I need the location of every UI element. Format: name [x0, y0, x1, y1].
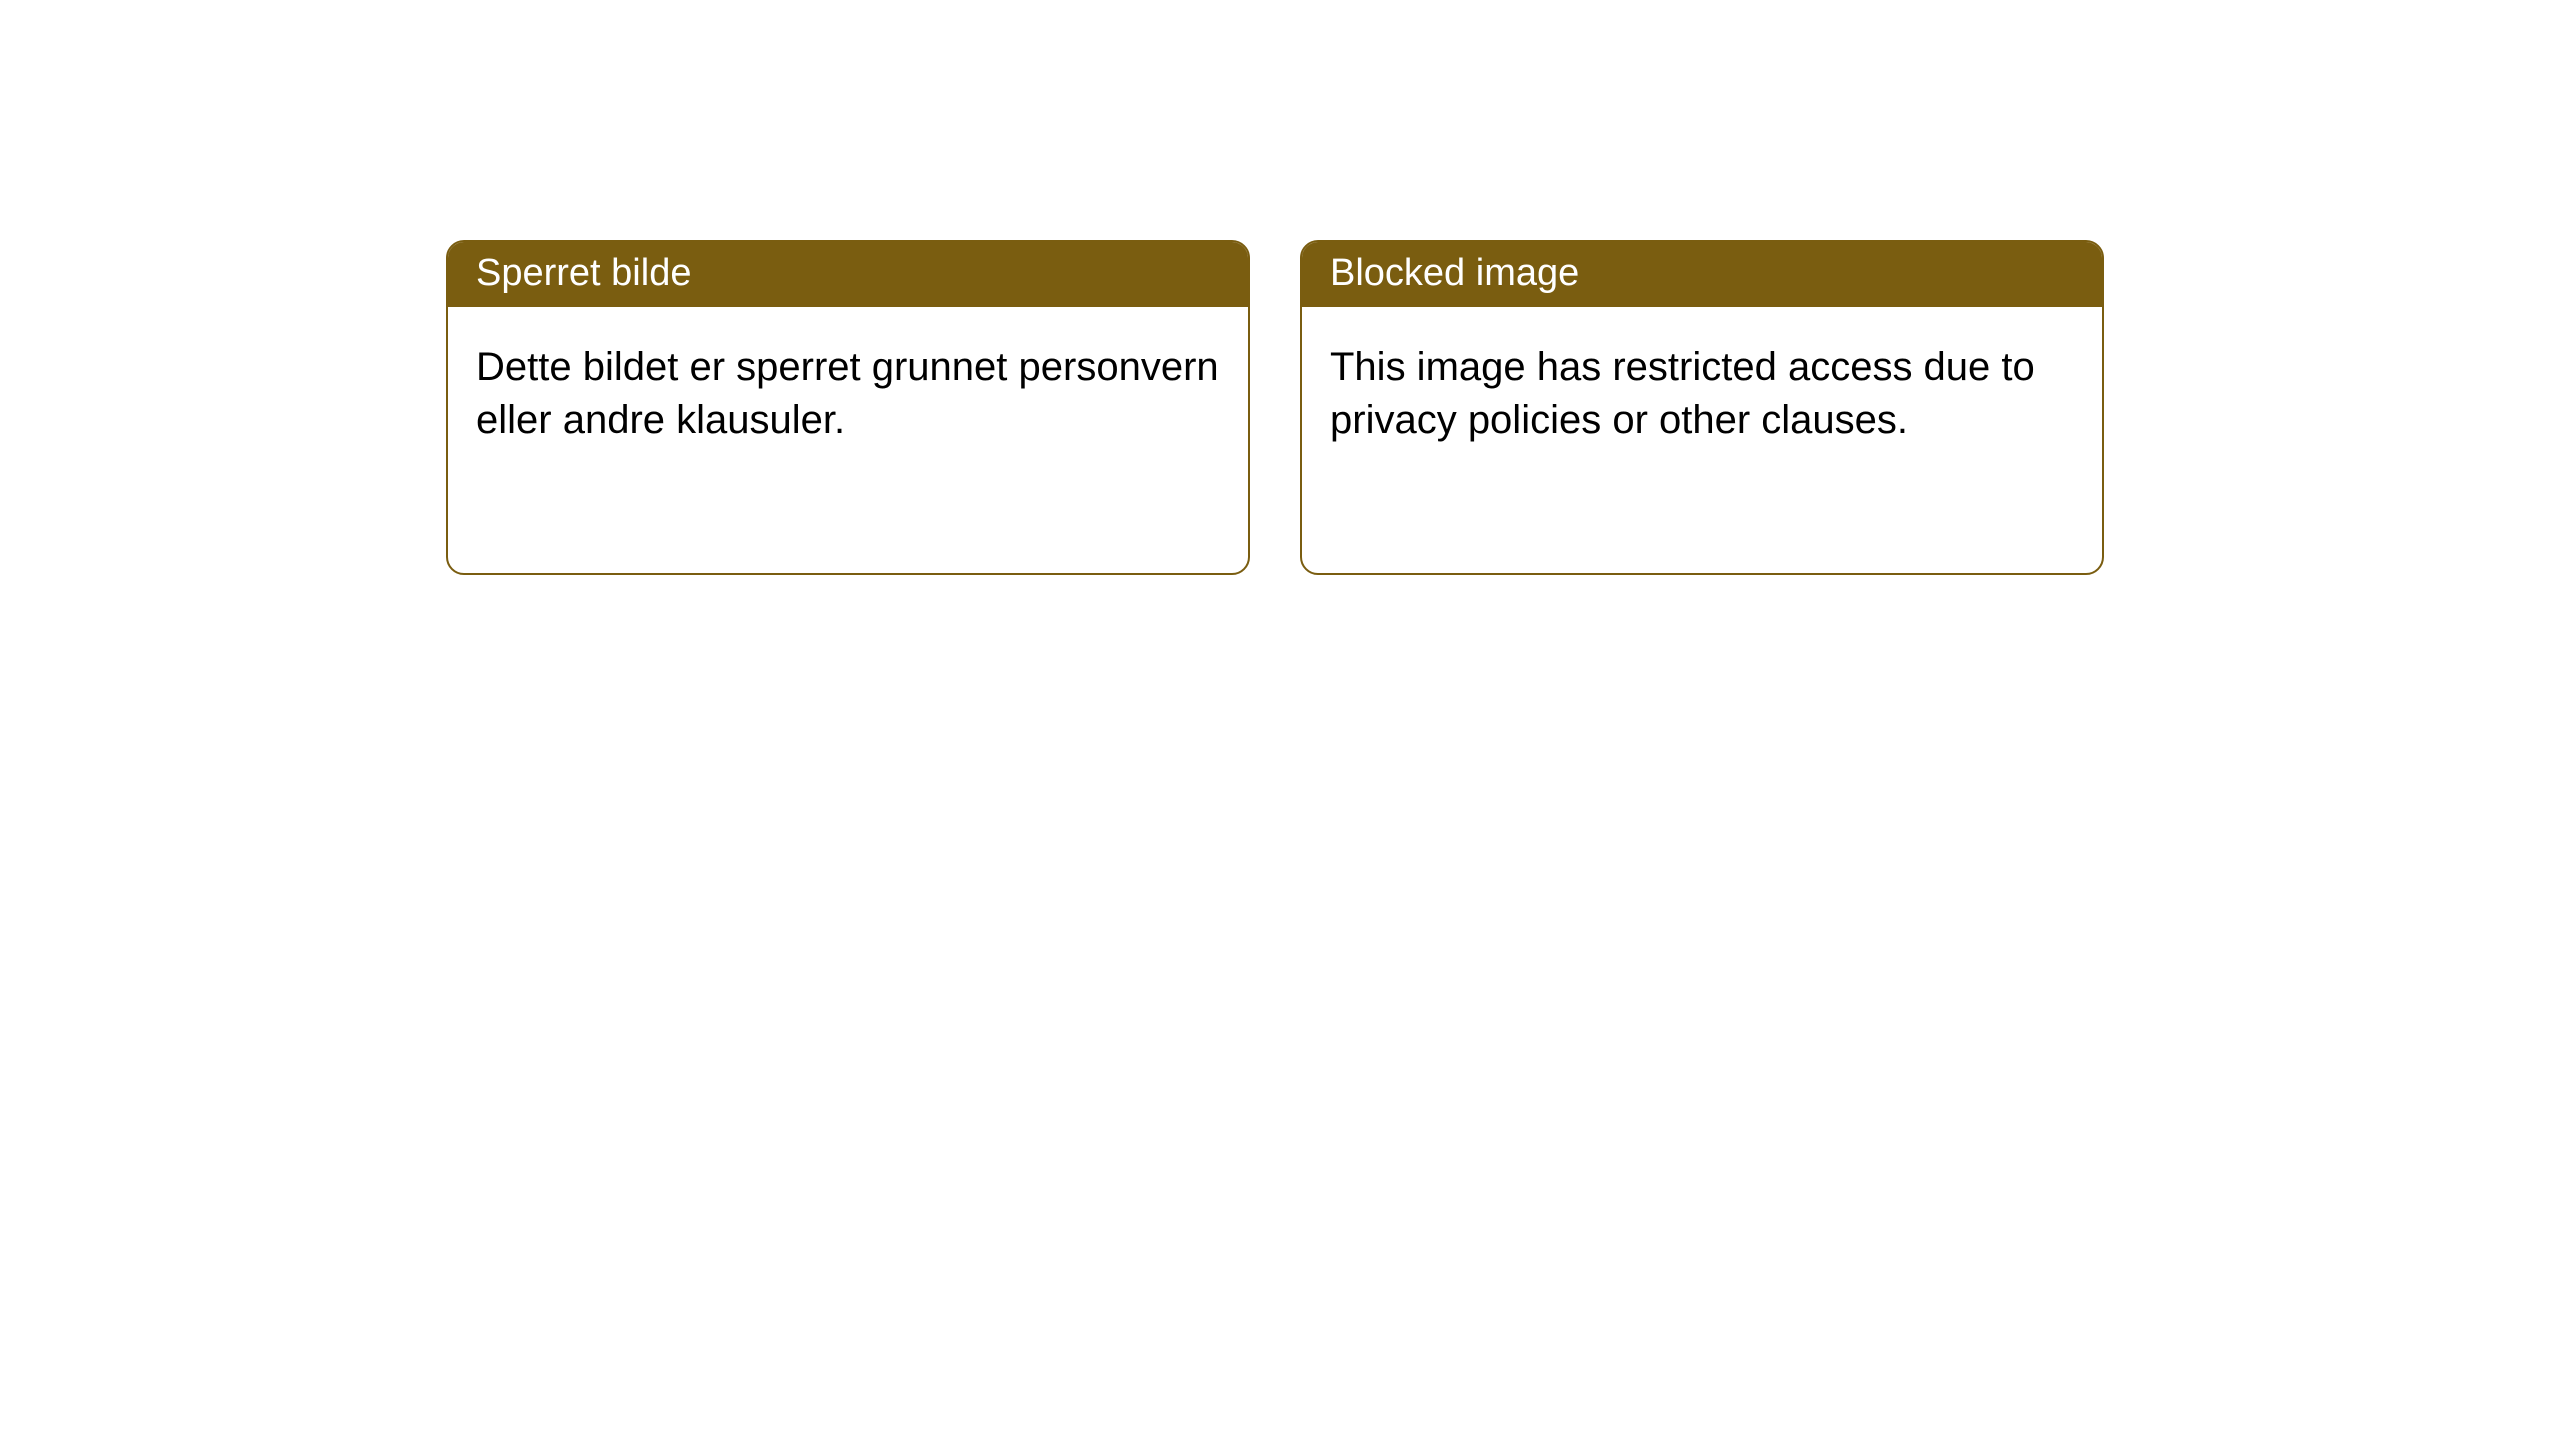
notice-text-english: This image has restricted access due to … [1330, 345, 2035, 442]
notice-box-english: Blocked image This image has restricted … [1300, 240, 2104, 575]
notice-box-norwegian: Sperret bilde Dette bildet er sperret gr… [446, 240, 1250, 575]
notice-title-english: Blocked image [1330, 252, 1579, 294]
notice-container: Sperret bilde Dette bildet er sperret gr… [0, 0, 2560, 575]
notice-body-english: This image has restricted access due to … [1302, 307, 2102, 481]
notice-body-norwegian: Dette bildet er sperret grunnet personve… [448, 307, 1248, 481]
notice-header-english: Blocked image [1302, 242, 2102, 307]
notice-header-norwegian: Sperret bilde [448, 242, 1248, 307]
notice-text-norwegian: Dette bildet er sperret grunnet personve… [476, 345, 1219, 442]
notice-title-norwegian: Sperret bilde [476, 252, 691, 294]
